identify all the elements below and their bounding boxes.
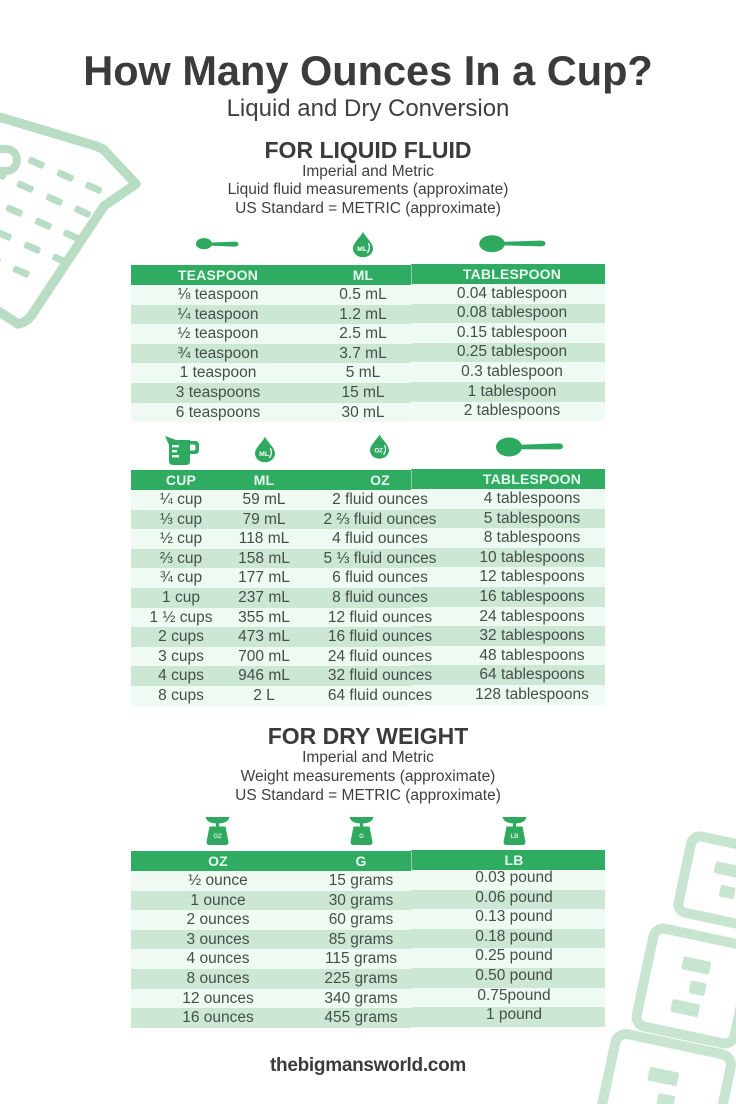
svg-text:OZ: OZ [213,834,222,840]
svg-text:LB: LB [511,834,520,840]
svg-text:ML: ML [259,451,269,458]
svg-text:ML: ML [357,246,367,253]
svg-text:G: G [359,834,364,840]
svg-text:OZ: OZ [374,449,383,455]
